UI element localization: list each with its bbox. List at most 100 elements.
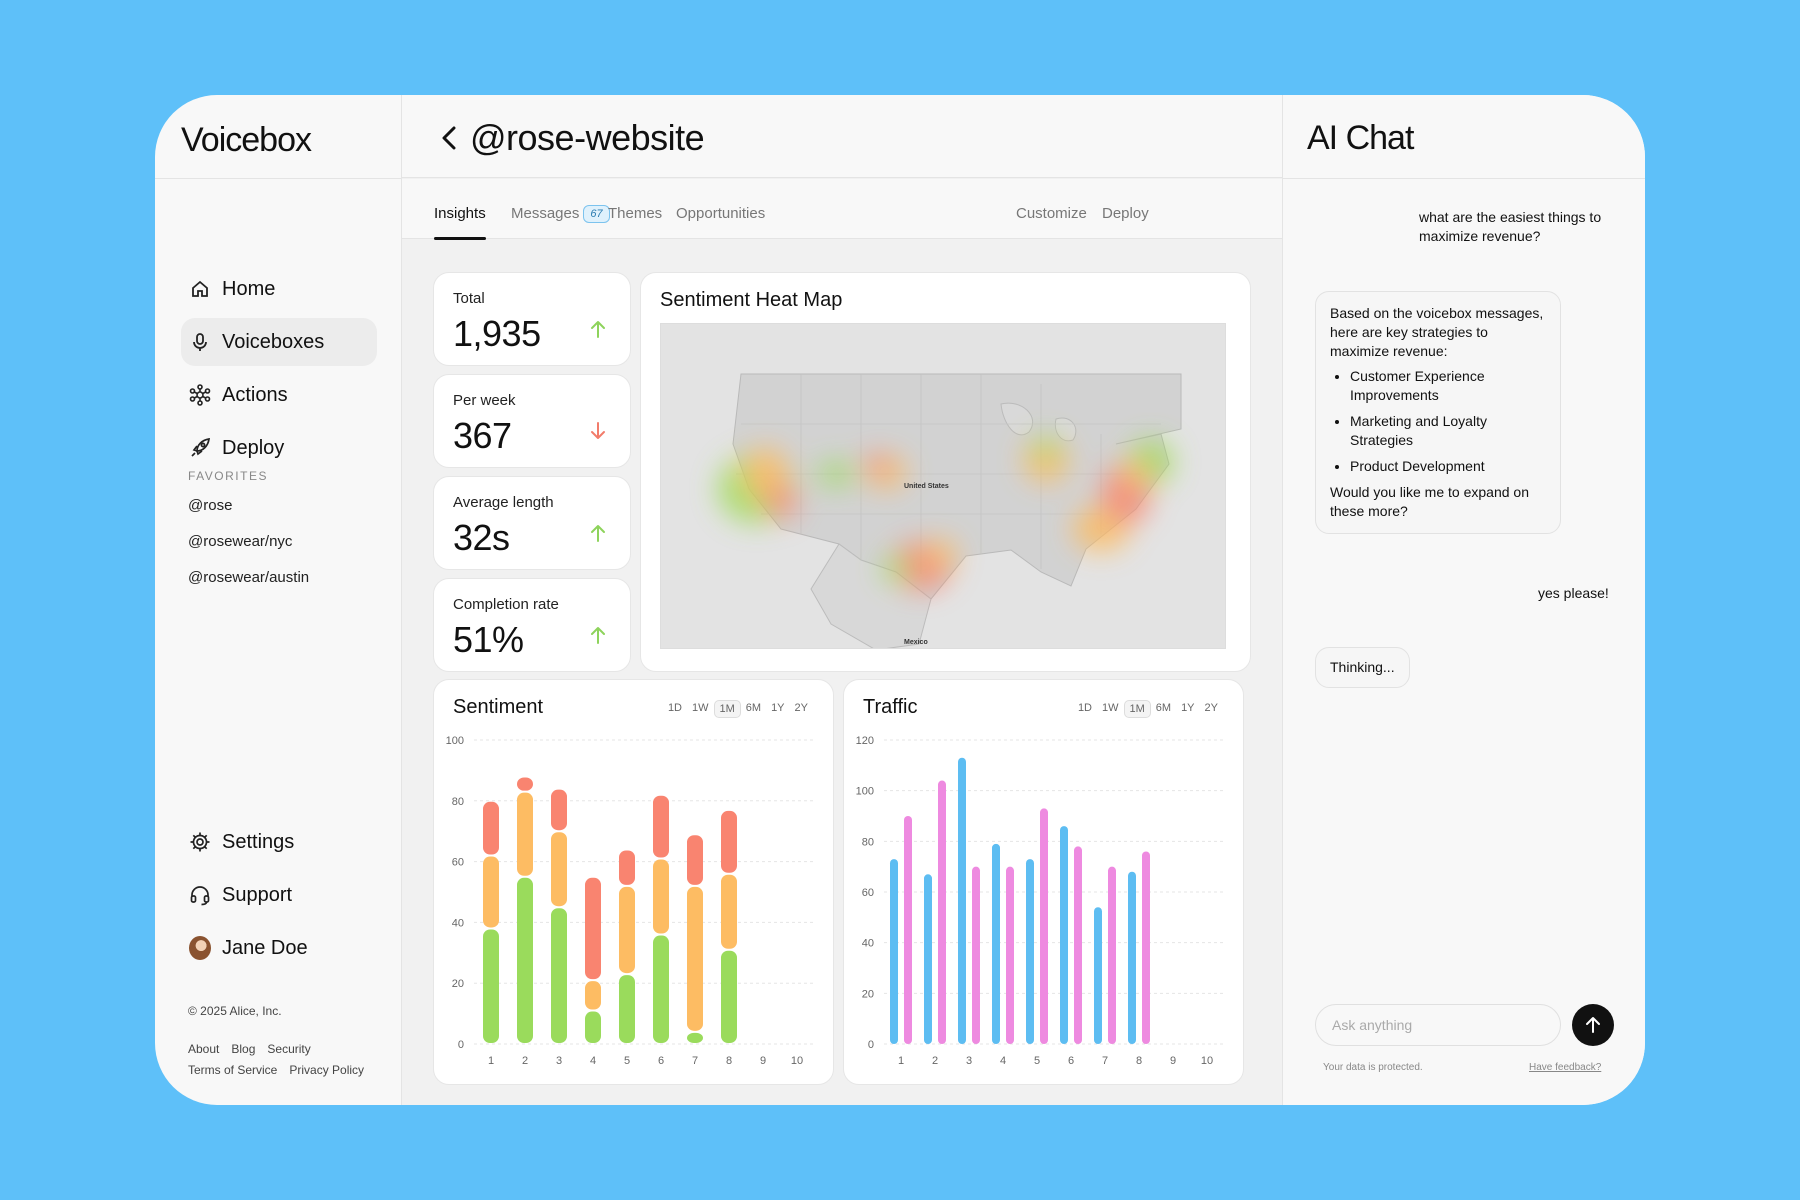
tab-insights[interactable]: Insights	[434, 205, 486, 240]
bar[interactable]	[1026, 859, 1034, 1044]
bar-segment[interactable]	[687, 1032, 703, 1043]
divider	[1283, 178, 1645, 179]
bar-segment[interactable]	[619, 850, 635, 885]
range-2y[interactable]: 2Y	[1204, 702, 1218, 714]
tab-opportunities[interactable]: Opportunities	[676, 205, 765, 222]
stat-value: 32s	[453, 517, 510, 558]
bar-segment[interactable]	[517, 777, 533, 791]
bar[interactable]	[1074, 846, 1082, 1044]
footer-link-about[interactable]: About	[188, 1042, 220, 1056]
range-2y[interactable]: 2Y	[794, 702, 808, 714]
nav-item-profile[interactable]: Jane Doe	[181, 924, 377, 972]
x-tick-label: 10	[791, 1055, 803, 1067]
bar-segment[interactable]	[653, 859, 669, 934]
bar-segment[interactable]	[551, 908, 567, 1043]
nav-item-deploy[interactable]: Deploy	[181, 424, 377, 472]
bar-segment[interactable]	[517, 877, 533, 1043]
send-button[interactable]	[1572, 1004, 1614, 1046]
bar-segment[interactable]	[653, 935, 669, 1043]
range-1y[interactable]: 1Y	[771, 702, 785, 714]
feedback-link[interactable]: Have feedback?	[1529, 1062, 1602, 1073]
stat-card-average-length: Average length 32s	[433, 476, 631, 570]
bar-segment[interactable]	[483, 929, 499, 1043]
range-6m[interactable]: 6M	[1155, 702, 1172, 714]
tab-themes[interactable]: Themes	[608, 205, 662, 222]
bar[interactable]	[890, 859, 898, 1044]
nav-item-voiceboxes[interactable]: Voiceboxes	[181, 318, 377, 366]
y-tick-label: 120	[856, 735, 874, 747]
favorite-link[interactable]: @rosewear/austin	[188, 569, 310, 586]
ai-message: Based on the voicebox messages, here are…	[1315, 291, 1561, 534]
bar-segment[interactable]	[721, 810, 737, 873]
bar[interactable]	[938, 780, 946, 1044]
bar-segment[interactable]	[585, 877, 601, 980]
bar[interactable]	[904, 816, 912, 1044]
copyright: © 2025 Alice, Inc.	[188, 1004, 282, 1018]
tab-label: Opportunities	[676, 205, 766, 222]
range-6m[interactable]: 6M	[745, 702, 762, 714]
bar-segment[interactable]	[483, 856, 499, 928]
favorite-link[interactable]: @rosewear/nyc	[188, 533, 293, 550]
bar-segment[interactable]	[585, 981, 601, 1010]
bar-segment[interactable]	[619, 886, 635, 974]
bar[interactable]	[924, 874, 932, 1044]
range-1w[interactable]: 1W	[1102, 702, 1119, 714]
bar[interactable]	[1060, 826, 1068, 1044]
x-tick-label: 4	[1000, 1055, 1006, 1067]
bar[interactable]	[1040, 808, 1048, 1044]
bar-segment[interactable]	[517, 792, 533, 876]
favorite-link[interactable]: @rose	[188, 497, 233, 514]
bar-segment[interactable]	[653, 795, 669, 858]
user-message: what are the easiest things to maximize …	[1419, 209, 1602, 244]
heatmap-map[interactable]: United States Mexico	[660, 323, 1226, 649]
bar[interactable]	[1128, 871, 1136, 1044]
range-1m[interactable]: 1M	[713, 700, 741, 718]
list-item: Product Development	[1350, 457, 1546, 476]
back-button[interactable]	[438, 123, 460, 153]
bar[interactable]	[992, 843, 1000, 1044]
bar-segment[interactable]	[551, 832, 567, 907]
nav-item-settings[interactable]: Settings	[181, 818, 377, 866]
bar-segment[interactable]	[687, 835, 703, 885]
bar[interactable]	[1142, 851, 1150, 1044]
footer-link-blog[interactable]: Blog	[231, 1042, 256, 1056]
heatmap-title: Sentiment Heat Map	[660, 289, 843, 311]
stat-card-total: Total 1,935	[433, 272, 631, 366]
deploy-link[interactable]: Deploy	[1102, 205, 1149, 222]
customize-link[interactable]: Customize	[1016, 205, 1087, 222]
nav-item-home[interactable]: Home	[181, 265, 377, 313]
sidebar: Voicebox Home Voiceboxes Actions	[155, 95, 402, 1105]
actions-icon	[189, 384, 211, 406]
bar-segment[interactable]	[483, 801, 499, 855]
nav-item-support[interactable]: Support	[181, 871, 377, 919]
tab-messages[interactable]: Messages 67	[511, 205, 610, 223]
range-1w[interactable]: 1W	[692, 702, 709, 714]
bar-segment[interactable]	[551, 789, 567, 831]
nav-item-actions[interactable]: Actions	[181, 371, 377, 419]
bar[interactable]	[1094, 907, 1102, 1044]
bar-segment[interactable]	[619, 975, 635, 1043]
bar-segment[interactable]	[721, 874, 737, 949]
arrow-down-icon	[591, 422, 605, 439]
x-tick-label: 1	[488, 1055, 494, 1067]
range-1d[interactable]: 1D	[1077, 702, 1092, 714]
bar[interactable]	[1006, 866, 1014, 1044]
bar-segment[interactable]	[721, 950, 737, 1043]
footer-link-privacy[interactable]: Privacy Policy	[289, 1063, 365, 1077]
range-1y[interactable]: 1Y	[1181, 702, 1195, 714]
bar[interactable]	[958, 757, 966, 1044]
chat-input[interactable]	[1315, 1004, 1561, 1046]
map-label-mexico: Mexico	[904, 639, 928, 646]
range-1d[interactable]: 1D	[667, 702, 682, 714]
bar[interactable]	[1108, 866, 1116, 1044]
x-tick-label: 4	[590, 1055, 596, 1067]
bar[interactable]	[972, 866, 980, 1044]
bottom-nav: Settings Support Jane Doe	[181, 818, 377, 977]
stat-value: 1,935	[453, 313, 541, 354]
footer-link-security[interactable]: Security	[267, 1042, 311, 1056]
bar-segment[interactable]	[585, 1011, 601, 1043]
x-tick-label: 9	[760, 1055, 766, 1067]
range-1m[interactable]: 1M	[1123, 700, 1151, 718]
footer-link-terms[interactable]: Terms of Service	[188, 1063, 278, 1077]
bar-segment[interactable]	[687, 886, 703, 1031]
